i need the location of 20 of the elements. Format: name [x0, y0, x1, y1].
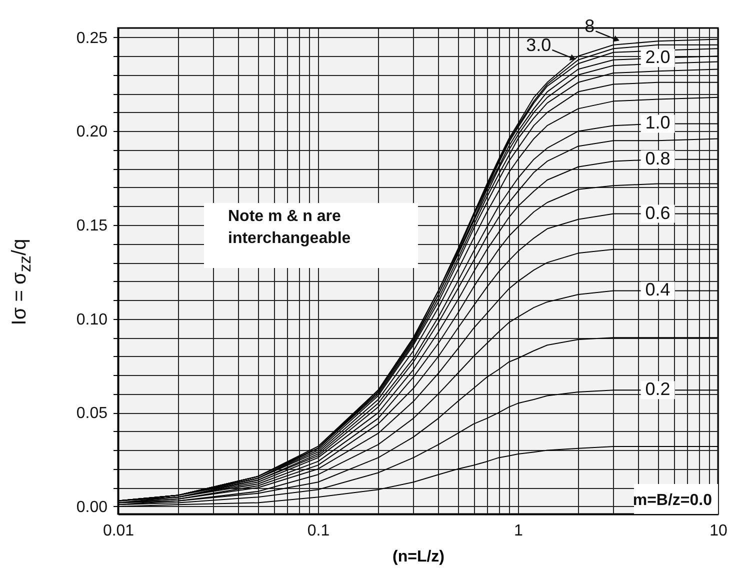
x-axis-title: (n=L/z): [392, 548, 444, 566]
y-tick-label: 0.00: [76, 498, 108, 516]
x-tick-label: 0.01: [102, 522, 134, 540]
y-tick-label: 0.05: [76, 405, 108, 422]
y-tick-label: 0.10: [76, 311, 108, 328]
annotation: 0.4: [645, 280, 670, 300]
annotation: 0.6: [645, 202, 670, 223]
annotation: 1.0: [645, 112, 670, 133]
annotation: 0.2: [645, 379, 670, 400]
y-tick-label: 0.25: [76, 30, 108, 47]
x-tick-label: 10: [710, 522, 728, 540]
annotation: 3.0: [526, 34, 552, 55]
y-tick-label: 0.15: [76, 218, 108, 235]
annotation: Note m & n are interchangeable: [228, 208, 351, 247]
x-tick-label: 1: [514, 522, 524, 540]
x-tick-label: 0.1: [307, 522, 330, 540]
annotation: 0.8: [645, 148, 670, 168]
annotation: m=B/z=0.0: [632, 492, 712, 509]
annotation: 2.0: [645, 47, 670, 68]
y-tick-label: 0.20: [76, 124, 108, 141]
